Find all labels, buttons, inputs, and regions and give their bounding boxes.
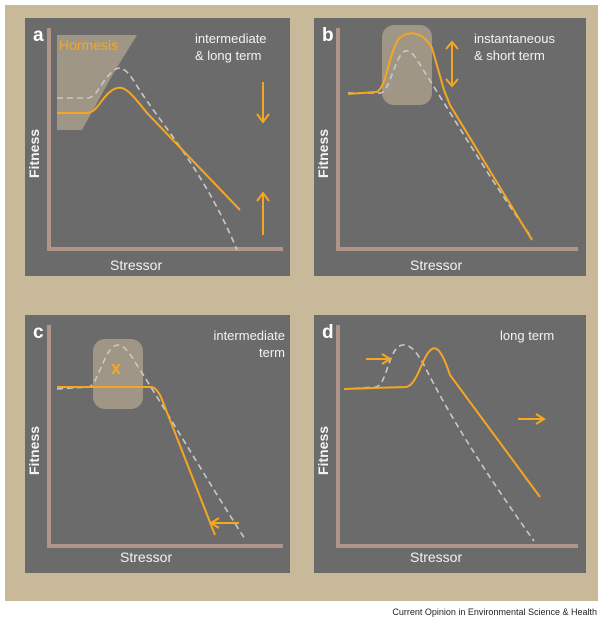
note-line-1: intermediate <box>195 31 267 46</box>
arrow-right <box>518 413 546 425</box>
note-line-2: term <box>259 345 285 360</box>
panel-a-graphic <box>47 28 283 251</box>
time-scale-note: intermediate term <box>195 327 285 361</box>
response-curve <box>57 86 241 211</box>
arrow-down <box>256 82 270 124</box>
highlight-box <box>93 339 143 409</box>
journal-credit: Current Opinion in Environmental Science… <box>392 607 597 617</box>
panel-b: b instantaneous & short term Stressor Fi… <box>314 18 586 276</box>
y-axis-label: Fitness <box>26 425 42 475</box>
x-axis-label: Stressor <box>410 549 463 565</box>
response-curve <box>343 347 541 498</box>
panel-label: c <box>33 322 44 343</box>
arrow-left <box>209 517 239 529</box>
y-axis-label: Fitness <box>315 128 331 178</box>
y-axis-label: Fitness <box>26 128 42 178</box>
response-curve <box>57 386 216 536</box>
note-line-1: long term <box>500 328 555 343</box>
arrow-double <box>445 40 459 88</box>
reference-curve <box>348 49 533 239</box>
arrow-up <box>256 191 270 235</box>
panel-d-graphic <box>336 325 578 548</box>
panel-a: a Hormesis intermediate & long term Stre… <box>25 18 290 276</box>
reference-curve <box>57 67 238 251</box>
time-scale-note: instantaneous & short term <box>474 30 555 64</box>
hormesis-label: Hormesis <box>59 37 119 53</box>
reference-curve <box>343 343 535 542</box>
panel-b-graphic <box>336 25 578 251</box>
panel-label: d <box>322 322 334 343</box>
note-line-2: & long term <box>195 48 262 63</box>
note-line-1: intermediate <box>213 328 285 343</box>
x-axis-label: Stressor <box>120 549 173 565</box>
figure-frame: a Hormesis intermediate & long term Stre… <box>5 5 598 601</box>
note-line-2: & short term <box>474 48 545 63</box>
panel-label: a <box>33 25 44 46</box>
x-axis-label: Stressor <box>110 257 163 273</box>
note-line-1: instantaneous <box>474 31 555 46</box>
panel-c-graphic <box>47 325 283 548</box>
time-scale-note: long term <box>500 327 554 344</box>
arrow-right-top <box>366 353 392 365</box>
y-axis-label: Fitness <box>315 425 331 475</box>
panel-d: d long term Stressor Fitness <box>314 315 586 573</box>
blocked-marker: x <box>111 358 122 378</box>
time-scale-note: intermediate & long term <box>195 30 267 64</box>
response-curve <box>347 32 533 241</box>
panel-label: b <box>322 25 334 46</box>
x-axis-label: Stressor <box>410 257 463 273</box>
hormesis-zone <box>57 35 137 130</box>
panel-c: c x intermediate term Stressor Fitness <box>25 315 290 573</box>
reference-curve <box>56 344 246 540</box>
